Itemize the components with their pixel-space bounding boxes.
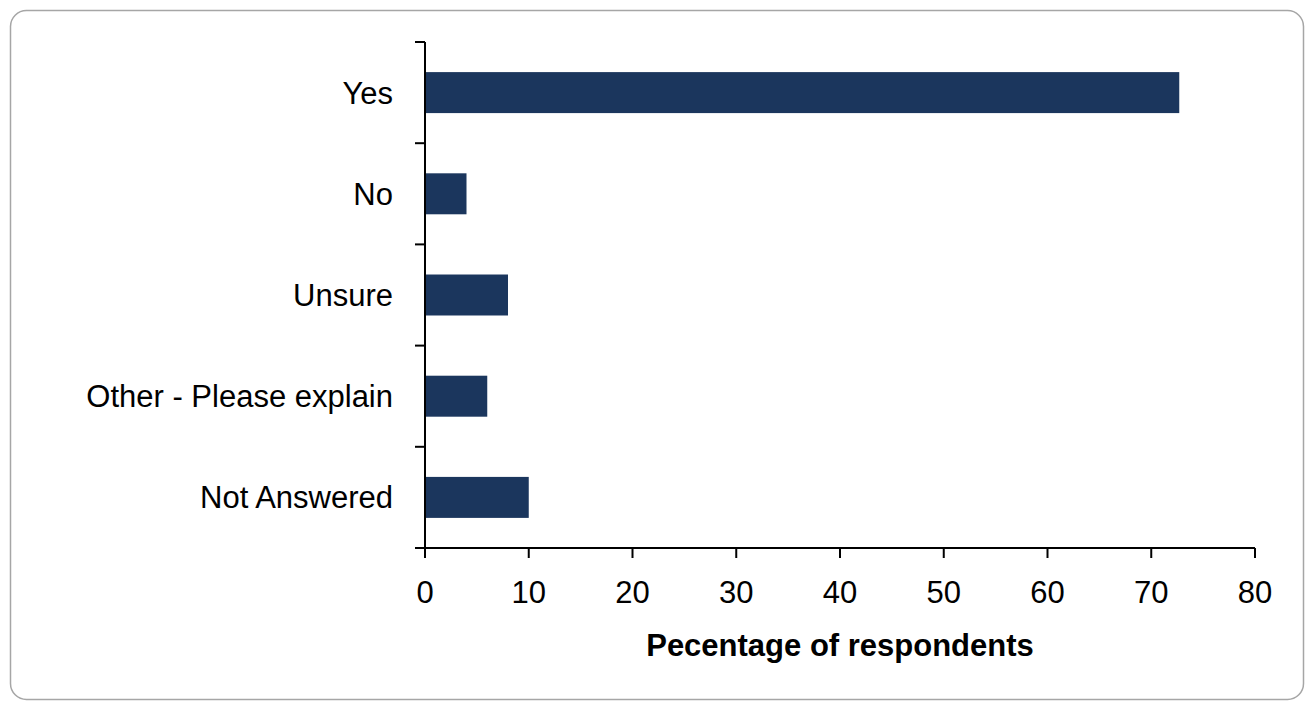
x-tick-label: 30	[719, 575, 753, 610]
x-tick	[943, 548, 945, 558]
y-tick	[415, 41, 425, 43]
x-tick	[424, 548, 426, 558]
chart: Yes No Unsure Other - Please explain Not Ans…	[0, 0, 1314, 712]
x-tick	[1047, 548, 1049, 558]
bar	[425, 275, 508, 316]
bar	[425, 376, 487, 417]
x-tick-label: 40	[823, 575, 857, 610]
x-axis-label: Pecentage of respondents	[646, 628, 1034, 663]
category-label: Not Answered	[200, 480, 393, 515]
category-label: Unsure	[293, 278, 393, 313]
y-tick	[415, 446, 425, 448]
category-label: No	[353, 177, 393, 212]
x-tick	[528, 548, 530, 558]
bar	[425, 72, 1179, 113]
bar	[425, 173, 467, 214]
x-tick-label: 10	[512, 575, 546, 610]
category-label: Other - Please explain	[86, 379, 393, 414]
x-tick	[839, 548, 841, 558]
x-tick-label: 80	[1238, 575, 1272, 610]
x-tick-label: 70	[1134, 575, 1168, 610]
frame	[11, 11, 1304, 700]
x-tick-label: 50	[927, 575, 961, 610]
x-tick	[1254, 548, 1256, 558]
y-tick	[415, 345, 425, 347]
bar	[425, 477, 529, 518]
y-tick	[415, 142, 425, 144]
y-tick	[415, 243, 425, 245]
x-tick-label: 60	[1030, 575, 1064, 610]
y-axis	[424, 42, 426, 548]
x-tick	[1150, 548, 1152, 558]
x-tick-label: 20	[615, 575, 649, 610]
category-label: Yes	[342, 76, 393, 111]
bars	[425, 72, 1179, 518]
y-tick	[415, 547, 425, 549]
x-tick-label: 0	[416, 575, 433, 610]
x-tick	[735, 548, 737, 558]
x-tick	[632, 548, 634, 558]
